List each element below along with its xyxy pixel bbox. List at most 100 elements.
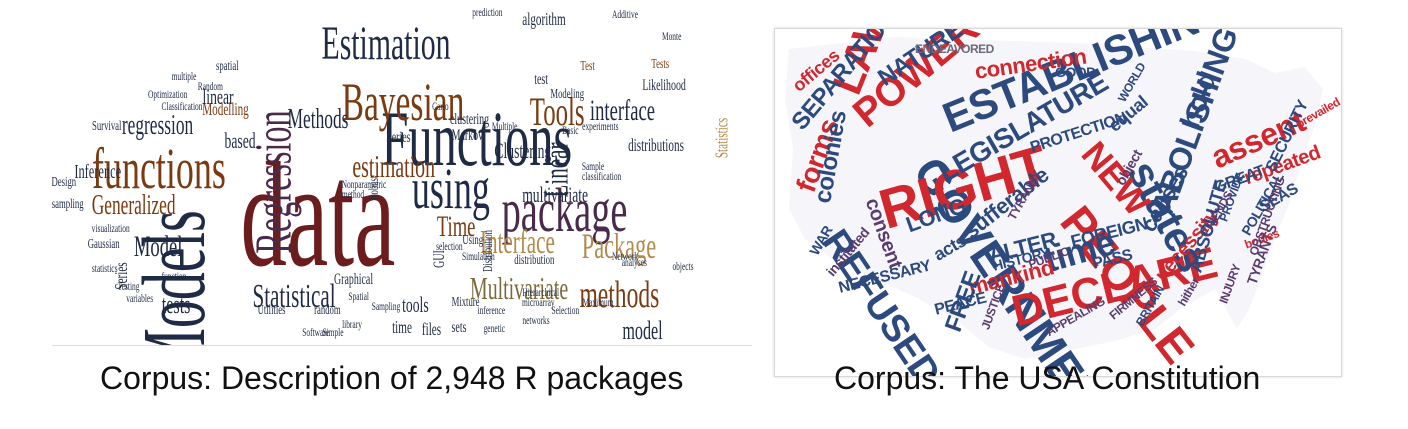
left-cloud-word: tests xyxy=(162,290,191,319)
left-word-cloud: data Models Functions functions package using… xyxy=(52,0,752,346)
left-cloud-word: spatial xyxy=(215,59,239,74)
left-cloud-word: Sample xyxy=(581,159,605,173)
left-cloud-word: estimation xyxy=(352,148,435,184)
usa-map-silhouette xyxy=(785,37,1323,359)
left-cloud-word: method xyxy=(341,187,365,201)
left-cloud-word: Maximum xyxy=(582,295,613,309)
left-cloud-word: Hierarchical xyxy=(522,285,559,299)
left-cloud-word: function xyxy=(161,269,187,283)
left-cloud-word: Bayesian xyxy=(341,72,465,132)
right-cloud-word: GOOD xyxy=(1055,64,1096,80)
right-word-cloud: GOVERNMENT ESTABLISHING RIGHT PEOPLE DECLARE… xyxy=(774,28,1342,377)
left-cloud-word: Classification xyxy=(161,99,203,113)
left-cloud-word: Basic xyxy=(561,123,579,137)
left-cloud-word: Generalized xyxy=(92,190,176,221)
left-cloud-word: Carlo xyxy=(431,99,449,113)
left-cloud-word: data xyxy=(239,132,395,298)
left-cloud-word: experiments xyxy=(581,119,619,133)
left-cloud-word: Markov xyxy=(451,127,484,144)
left-cloud-word: Graphical xyxy=(334,271,374,288)
left-cloud-word: Clustering xyxy=(493,138,551,163)
left-cloud-word: Software xyxy=(302,325,329,339)
left-cloud-word: Utilities xyxy=(258,303,286,318)
left-cloud-word: GUI xyxy=(431,249,449,268)
left-cloud-word: Test xyxy=(580,59,595,74)
left-cloud-word: Multiple xyxy=(492,119,518,133)
caption-right: Corpus: The USA Constitution xyxy=(834,360,1261,396)
left-cloud-word: Sampling xyxy=(371,299,401,313)
left-cloud-word: Spatial xyxy=(348,289,369,303)
left-cloud-word: Tools xyxy=(530,89,585,134)
left-cloud-word: microarray xyxy=(521,295,555,309)
left-cloud-word: Likelihood xyxy=(642,77,686,94)
left-cloud-word: Selection xyxy=(551,303,580,317)
left-cloud-word: regression xyxy=(122,110,194,141)
left-cloud-word: inference xyxy=(477,303,506,317)
left-cloud-word: library xyxy=(341,317,362,331)
left-cloud-word: clustering xyxy=(450,111,490,128)
left-cloud-word: methods xyxy=(579,274,660,316)
left-cloud-word: series xyxy=(388,129,411,146)
left-cloud-word: networks xyxy=(521,313,550,327)
left-cloud-word: algorithm xyxy=(521,9,566,29)
left-cloud-word: prediction xyxy=(471,5,503,19)
left-cloud-word: Tests xyxy=(651,57,670,72)
left-cloud-word: sampling xyxy=(52,197,84,212)
right-cloud-words: GOVERNMENT ESTABLISHING RIGHT PEOPLE DECLARE… xyxy=(775,29,1341,376)
left-cloud-word: visualization xyxy=(92,221,131,235)
left-cloud-word: distributions xyxy=(627,135,684,155)
left-cloud-word: Nonparametric xyxy=(341,177,387,191)
left-cloud-word: Using xyxy=(462,233,483,248)
left-cloud-word: using xyxy=(411,156,490,221)
left-cloud-word: objects xyxy=(671,259,694,273)
left-cloud-word: tools xyxy=(401,292,429,317)
left-cloud-word: Simulation xyxy=(461,249,495,263)
left-cloud-word: genetic xyxy=(483,321,506,335)
left-cloud-word: statistics xyxy=(92,261,118,275)
left-cloud-word: Modelling xyxy=(202,99,249,119)
left-cloud-word: distribution xyxy=(513,253,554,268)
left-cloud-word: Package xyxy=(581,226,657,266)
left-cloud-word: interface xyxy=(589,94,656,127)
left-cloud-word: Statistics xyxy=(711,117,732,159)
left-cloud-word: Optimization xyxy=(148,87,188,101)
left-cloud-word: Testing xyxy=(118,279,140,293)
left-cloud-word: multiple xyxy=(171,69,197,83)
left-cloud-word: Simple xyxy=(321,325,344,339)
left-cloud-word: Time xyxy=(437,210,476,243)
left-cloud-word: Monte xyxy=(662,29,682,43)
left-cloud-word: linear xyxy=(202,84,234,109)
left-cloud-word: Robust xyxy=(366,176,382,201)
left-cloud-word: Interface xyxy=(479,224,555,261)
left-cloud-word: model xyxy=(621,316,663,345)
left-cloud-word: Inference xyxy=(73,161,121,183)
left-cloud-word: Multivariate xyxy=(470,270,569,306)
left-cloud-word: Design xyxy=(52,175,77,190)
left-cloud-word: selection xyxy=(435,239,463,253)
left-cloud-word: Model xyxy=(134,230,183,263)
left-cloud-word: Methods xyxy=(287,104,349,135)
left-cloud-word: sets xyxy=(451,319,467,336)
left-cloud-words: data Models Functions functions package using… xyxy=(52,0,752,345)
left-cloud-word: Estimation xyxy=(321,17,451,70)
left-cloud-word: files xyxy=(421,319,442,339)
left-cloud-word: analyses xyxy=(621,255,648,269)
left-cloud-word: based xyxy=(224,128,256,153)
left-cloud-word: random xyxy=(313,303,341,318)
right-cloud-word: ENDEAVORED xyxy=(915,42,994,56)
left-cloud-word: classification xyxy=(582,169,622,183)
left-cloud-word: time xyxy=(391,317,412,337)
left-cloud-word: Statistical xyxy=(252,278,336,315)
left-cloud-word: variables xyxy=(126,291,153,305)
left-cloud-word: functions xyxy=(91,136,226,201)
left-cloud-word: Random xyxy=(197,79,224,93)
left-cloud-word: test xyxy=(534,71,548,88)
left-cloud-word: package xyxy=(502,177,628,245)
left-cloud-word: Modeling xyxy=(550,87,584,102)
left-cloud-word: multivariate xyxy=(522,182,588,207)
left-cloud-word: Functions xyxy=(381,95,573,182)
left-cloud-word: Network xyxy=(611,249,639,263)
caption-left: Corpus: Description of 2,948 R packages xyxy=(100,360,684,396)
left-cloud-word: Survival xyxy=(92,119,122,134)
left-cloud-word: Mixture xyxy=(452,295,480,310)
